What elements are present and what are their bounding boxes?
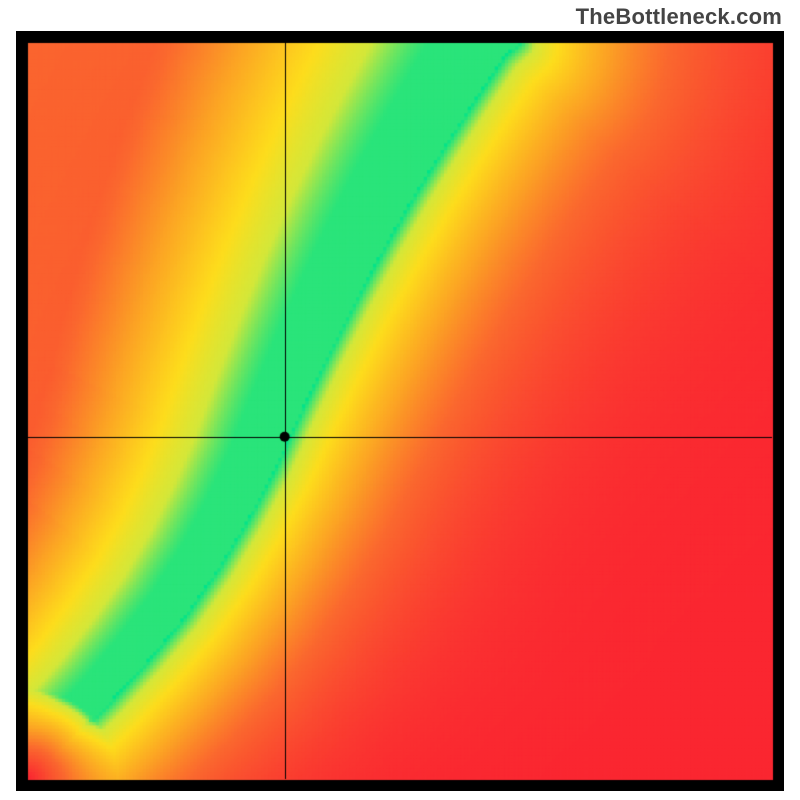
heatmap-plot: [16, 31, 784, 791]
heatmap-canvas: [16, 31, 784, 791]
watermark-text: TheBottleneck.com: [576, 4, 782, 30]
